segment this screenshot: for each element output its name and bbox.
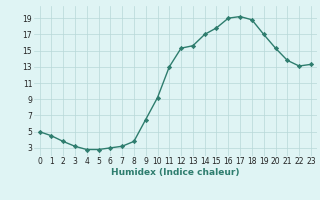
- X-axis label: Humidex (Indice chaleur): Humidex (Indice chaleur): [111, 168, 239, 177]
